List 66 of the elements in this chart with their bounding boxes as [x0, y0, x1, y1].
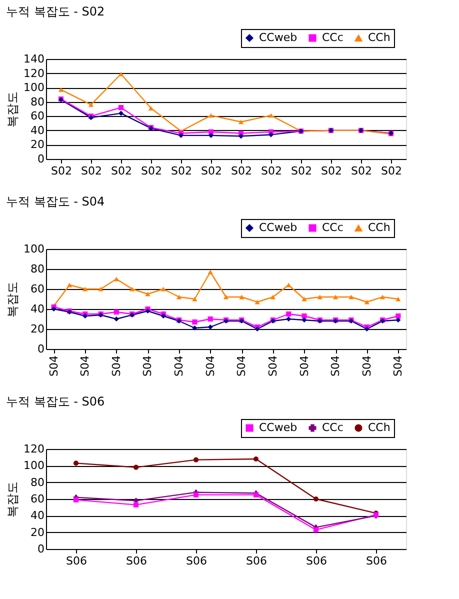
x-tick-label: S04: [235, 356, 248, 376]
x-tick-label: S02: [141, 164, 162, 178]
y-tick-label: 40: [30, 302, 44, 316]
legend-label: CCweb: [259, 220, 298, 234]
x-tick-label: S02: [171, 164, 192, 178]
y-tick-label: 80: [30, 262, 44, 276]
x-tick-label: S06: [126, 554, 147, 568]
y-tick-label: 20: [30, 526, 44, 539]
legend-label: CCh: [368, 31, 390, 44]
x-tick-label: S06: [306, 554, 327, 568]
x-tick-label: S02: [81, 164, 102, 178]
x-tick-label: S02: [291, 164, 312, 178]
x-tick-label: S06: [186, 554, 207, 568]
y-tick-label: 20: [30, 322, 44, 336]
chart-title: 누적 복잡도 - S06: [6, 394, 105, 408]
y-tick-label: 120: [24, 442, 44, 456]
x-tick-label: S06: [66, 554, 87, 568]
y-tick-label: 20: [30, 138, 44, 152]
y-tick-label: 0: [38, 342, 44, 356]
x-tick-label: S04: [110, 356, 123, 376]
y-tick-label: 60: [30, 282, 44, 296]
x-tick-label: S04: [329, 356, 342, 376]
y-tick-label: 140: [24, 52, 44, 66]
x-tick-label: S04: [360, 356, 374, 376]
y-tick-label: 0: [38, 152, 44, 166]
x-tick-label: S04: [78, 356, 92, 376]
legend-label: CCc: [322, 30, 344, 44]
y-tick-label: 100: [24, 459, 44, 472]
y-tick-label: 40: [30, 509, 44, 522]
y-tick-label: 100: [24, 242, 44, 256]
legend-label: CCc: [322, 220, 344, 234]
x-tick-label: S04: [266, 356, 280, 376]
chart-title: 누적 복잡도 - S02: [6, 4, 105, 18]
y-tick-label: 40: [30, 124, 44, 137]
y-axis-title: 복잡도: [6, 92, 20, 128]
x-tick-label: S04: [172, 356, 186, 376]
legend-label: CCweb: [259, 30, 298, 44]
x-tick-label: S04: [392, 356, 405, 376]
x-tick-label: S02: [351, 164, 372, 178]
x-tick-label: S04: [141, 356, 154, 376]
x-tick-label: S02: [321, 164, 342, 178]
y-tick-label: 100: [24, 81, 44, 94]
x-tick-label: S06: [366, 554, 387, 568]
y-tick-label: 80: [30, 95, 44, 108]
x-tick-label: S02: [111, 164, 132, 178]
y-axis-title: 복잡도: [6, 282, 20, 318]
x-tick-label: S02: [201, 164, 222, 178]
legend-label: CCh: [368, 221, 390, 234]
x-tick-label: S06: [246, 554, 267, 568]
y-tick-label: 60: [30, 110, 44, 123]
x-tick-label: S02: [231, 164, 252, 178]
x-tick-label: S04: [204, 356, 217, 376]
legend-label: CCweb: [259, 420, 298, 434]
y-tick-label: 120: [24, 66, 44, 80]
x-tick-label: S02: [261, 164, 282, 178]
legend-label: CCh: [368, 420, 390, 434]
y-tick-label: 80: [30, 476, 44, 489]
chart-title: 누적 복잡도 - S04: [6, 194, 105, 208]
y-tick-label: 0: [38, 542, 44, 556]
x-tick-label: S04: [47, 356, 60, 376]
legend-label: CCc: [322, 420, 344, 434]
x-tick-label: S02: [51, 164, 72, 178]
x-tick-label: S02: [381, 164, 402, 178]
y-axis-title: 복잡도: [6, 482, 20, 518]
y-tick-label: 60: [30, 492, 44, 506]
x-tick-label: S04: [298, 356, 311, 376]
